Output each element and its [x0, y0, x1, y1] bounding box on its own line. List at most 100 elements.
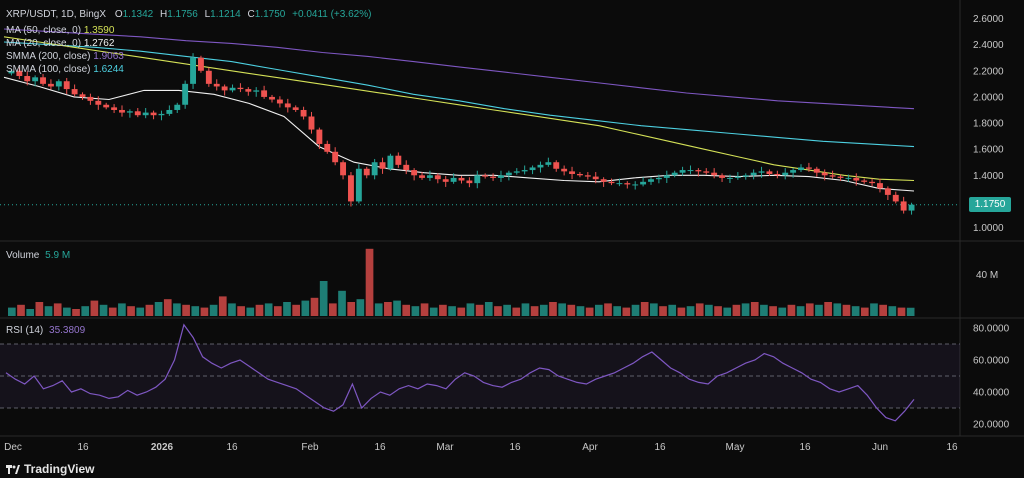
volume-bar	[356, 299, 365, 316]
candle-body	[655, 177, 662, 180]
low-key: L	[204, 9, 211, 20]
candle-body	[742, 175, 749, 177]
volume-bar	[329, 303, 337, 316]
volume-bar	[750, 302, 759, 316]
candle-body	[687, 170, 694, 172]
candle-body	[316, 129, 323, 144]
volume-bar	[127, 306, 135, 316]
candle-body	[813, 168, 820, 173]
rsi-polyline	[5, 323, 915, 422]
tradingview-logo[interactable]: TradingView	[6, 462, 94, 476]
volume-bar	[475, 304, 484, 316]
high-key: H	[159, 9, 168, 20]
candle-body	[584, 175, 591, 177]
volume-bar	[613, 306, 622, 316]
candle-body	[545, 162, 552, 165]
candle-body	[134, 111, 141, 116]
volume-bar	[17, 304, 25, 316]
volume-bar	[393, 300, 401, 316]
volume-bar	[374, 303, 383, 316]
volume-legend[interactable]: Volume 5.9 M	[6, 250, 70, 262]
candle-body	[671, 172, 678, 176]
candle-body	[40, 77, 46, 84]
candle-body	[798, 167, 804, 171]
volume-bar	[209, 304, 218, 316]
candle-body	[434, 175, 441, 180]
indicator-ma50[interactable]: MA (50, close, 0) 1.3590	[6, 25, 114, 37]
volume-bar	[769, 306, 777, 316]
volume-bar	[173, 303, 181, 316]
volume-bar	[163, 299, 172, 316]
volume-bar	[760, 304, 768, 316]
indicator-ma20[interactable]: MA (20, close, 0) 1.2762	[6, 38, 114, 50]
volume-bar	[594, 304, 603, 316]
volume-value: 5.9 M	[45, 250, 71, 261]
candles	[8, 53, 915, 215]
price-tick-label: 1.4000	[973, 171, 1004, 182]
close-value: 1.1750	[254, 9, 286, 20]
indicator-smma100[interactable]: SMMA (100, close) 1.6244	[6, 64, 124, 76]
volume-bar	[650, 303, 658, 316]
candle-body	[837, 176, 844, 178]
open-value: 1.1342	[122, 9, 154, 20]
volume-bar	[218, 296, 227, 316]
rsi-legend[interactable]: RSI (14) 35.3809	[6, 325, 85, 337]
candle-body	[616, 183, 623, 185]
price-tick-label: 2.2000	[973, 66, 1004, 77]
candle-body	[561, 168, 568, 172]
candle-body	[16, 70, 23, 77]
symbol-label[interactable]: XRP/USDT, 1D, BingX	[6, 9, 107, 20]
high-value: 1.1756	[167, 9, 198, 20]
volume-bar	[888, 306, 897, 316]
time-tick-label: 16	[946, 442, 958, 453]
volume-bar	[53, 303, 62, 316]
volume-bar	[108, 307, 117, 316]
indicator-smma200[interactable]: SMMA (200, close) 1.9063	[6, 51, 124, 63]
candle-body	[87, 96, 94, 101]
candle-body	[537, 164, 544, 168]
volume-bar	[136, 307, 145, 316]
volume-bar	[191, 306, 200, 316]
candle-body	[703, 171, 710, 173]
volume-bar	[237, 306, 245, 316]
volume-bar	[494, 306, 502, 316]
candle-body	[458, 177, 465, 181]
candle-body	[426, 175, 433, 178]
ma50-value: 1.3590	[83, 25, 115, 36]
candle-body	[150, 112, 157, 116]
candle-body	[284, 103, 291, 108]
rsi-band	[0, 343, 960, 409]
candle-body	[237, 87, 244, 90]
volume-bar	[35, 302, 44, 316]
volume-bar	[457, 307, 466, 316]
volume-bar	[26, 309, 35, 316]
candle-body	[482, 175, 489, 177]
candle-body	[95, 100, 102, 105]
time-tick-label: Jun	[872, 442, 888, 453]
volume-bar	[860, 307, 869, 316]
open-key: O	[114, 9, 123, 20]
volume-bar	[705, 304, 713, 316]
volume-bar	[741, 303, 750, 316]
candle-body	[119, 109, 125, 113]
candle-body	[466, 180, 473, 184]
candle-body	[371, 162, 378, 176]
volume-axis-label: 40 M	[976, 270, 999, 281]
candle-body	[142, 112, 149, 116]
volume-bar	[512, 307, 521, 316]
volume-bar	[118, 303, 126, 316]
tradingview-icon	[6, 465, 20, 474]
volume-bar	[145, 304, 154, 316]
volume-bar	[521, 303, 530, 316]
candle-body	[474, 175, 481, 184]
volume-bar	[732, 304, 741, 316]
candle-body	[229, 87, 236, 91]
candle-body	[411, 170, 418, 176]
volume-bar	[659, 306, 667, 316]
candle-body	[719, 175, 726, 178]
ma50-label: MA (50, close, 0)	[6, 25, 82, 36]
candle-body	[734, 176, 741, 178]
candle-body	[679, 170, 686, 173]
